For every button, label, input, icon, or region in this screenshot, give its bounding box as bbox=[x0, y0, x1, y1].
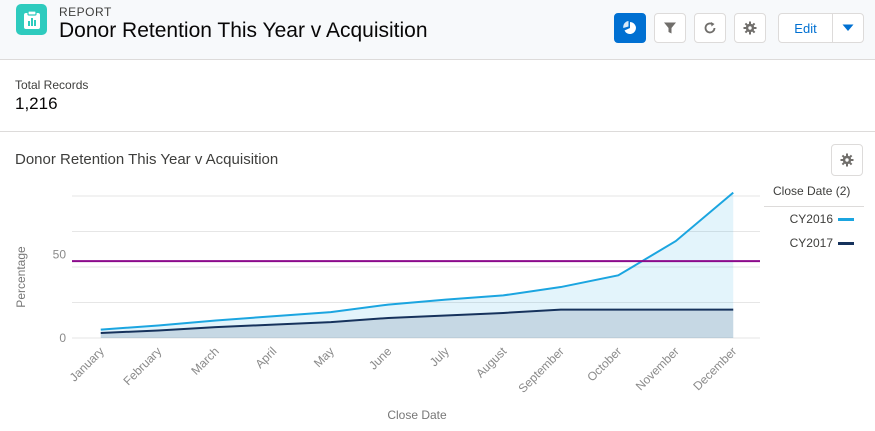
chevron-down-icon bbox=[842, 24, 854, 31]
chart-settings-button[interactable] bbox=[831, 144, 863, 176]
total-records-value: 1,216 bbox=[15, 94, 58, 113]
page-title: Donor Retention This Year v Acquisition bbox=[59, 19, 428, 42]
filter-icon bbox=[664, 22, 676, 34]
legend-item-cy2016[interactable]: CY2016 bbox=[764, 207, 864, 231]
chart-title: Donor Retention This Year v Acquisition bbox=[15, 151, 279, 168]
report-icon bbox=[16, 4, 47, 35]
x-axis-label: Close Date bbox=[387, 408, 447, 422]
legend-label: CY2017 bbox=[789, 236, 833, 250]
legend-title: Close Date (2) bbox=[773, 184, 851, 198]
filter-button[interactable] bbox=[654, 13, 686, 43]
gear-icon bbox=[743, 21, 757, 35]
legend-label: CY2016 bbox=[789, 212, 833, 226]
edit-button[interactable]: Edit bbox=[779, 14, 833, 42]
legend-swatch bbox=[838, 217, 854, 221]
report-summary: Total Records 1,216 bbox=[0, 61, 875, 132]
x-tick-label: January bbox=[67, 344, 107, 384]
chart-icon bbox=[623, 21, 636, 34]
x-tick-label: August bbox=[473, 344, 510, 381]
x-tick-label: May bbox=[311, 344, 337, 370]
legend-item-cy2017[interactable]: CY2017 bbox=[764, 231, 864, 255]
gear-icon bbox=[840, 153, 854, 167]
edit-menu-button[interactable] bbox=[833, 14, 863, 42]
x-tick-label: September bbox=[515, 344, 566, 395]
refresh-icon bbox=[704, 22, 716, 34]
legend-swatch bbox=[838, 241, 854, 245]
refresh-button[interactable] bbox=[694, 13, 726, 43]
x-tick-label: June bbox=[366, 344, 395, 373]
line-chart: 0 50 January February March April May June July A… bbox=[14, 191, 760, 422]
y-tick-label: 0 bbox=[59, 331, 66, 345]
settings-button[interactable] bbox=[734, 13, 766, 43]
x-tick-label: March bbox=[188, 344, 221, 377]
report-header: REPORT Donor Retention This Year v Acqui… bbox=[0, 0, 875, 60]
series-line-cy2016 bbox=[100, 191, 734, 331]
x-tick-label: December bbox=[690, 344, 739, 393]
series-line-cy2017 bbox=[100, 308, 734, 334]
series-area-cy2016 bbox=[100, 192, 734, 338]
x-tick-label: April bbox=[252, 344, 279, 371]
edit-button-group: Edit bbox=[778, 13, 864, 43]
x-tick-label: November bbox=[633, 344, 682, 393]
legend-divider bbox=[764, 206, 864, 207]
chart-legend: Close Date (2) CY2016 CY2017 bbox=[764, 184, 864, 255]
x-tick-label: February bbox=[121, 344, 165, 388]
x-tick-label: October bbox=[584, 344, 624, 384]
total-records-label: Total Records bbox=[15, 78, 89, 92]
y-tick-label: 50 bbox=[53, 247, 67, 261]
page-eyebrow: REPORT bbox=[59, 5, 112, 19]
chart-toggle-button[interactable] bbox=[614, 13, 646, 43]
x-tick-label: July bbox=[427, 344, 452, 369]
series-area-cy2017 bbox=[100, 309, 734, 338]
y-axis-label: Percentage bbox=[14, 246, 28, 308]
